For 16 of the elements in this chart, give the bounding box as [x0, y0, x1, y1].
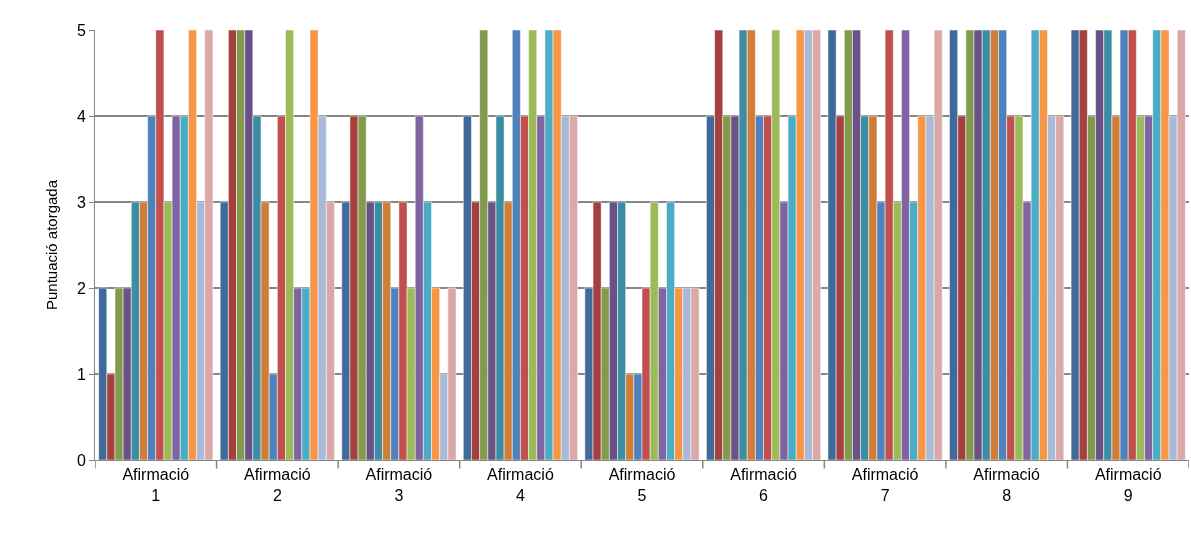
y-tick-label: 1: [76, 365, 86, 383]
x-tick-label: Afirmació 7: [851, 466, 919, 504]
x-tick-label: Afirmació 4: [487, 466, 554, 504]
y-tick-label: 5: [76, 21, 86, 39]
x-tick-label: Afirmació 5: [608, 466, 676, 504]
y-tick-label: 2: [76, 279, 86, 297]
y-tick-label: 4: [76, 107, 86, 125]
x-tick-label: Afirmació 2: [243, 466, 311, 504]
y-tick-label: 0: [76, 451, 86, 469]
y-axis-title: Puntuació atorgada: [43, 179, 61, 311]
x-tick-label: Afirmació 1: [122, 466, 190, 504]
x-tick-label: Afirmació 3: [365, 466, 433, 504]
x-tick-label: Afirmació 8: [973, 466, 1041, 504]
y-tick-label: 3: [76, 193, 86, 211]
x-tick-label: Afirmació 6: [730, 466, 797, 504]
x-tick-label: Afirmació 9: [1094, 466, 1162, 504]
